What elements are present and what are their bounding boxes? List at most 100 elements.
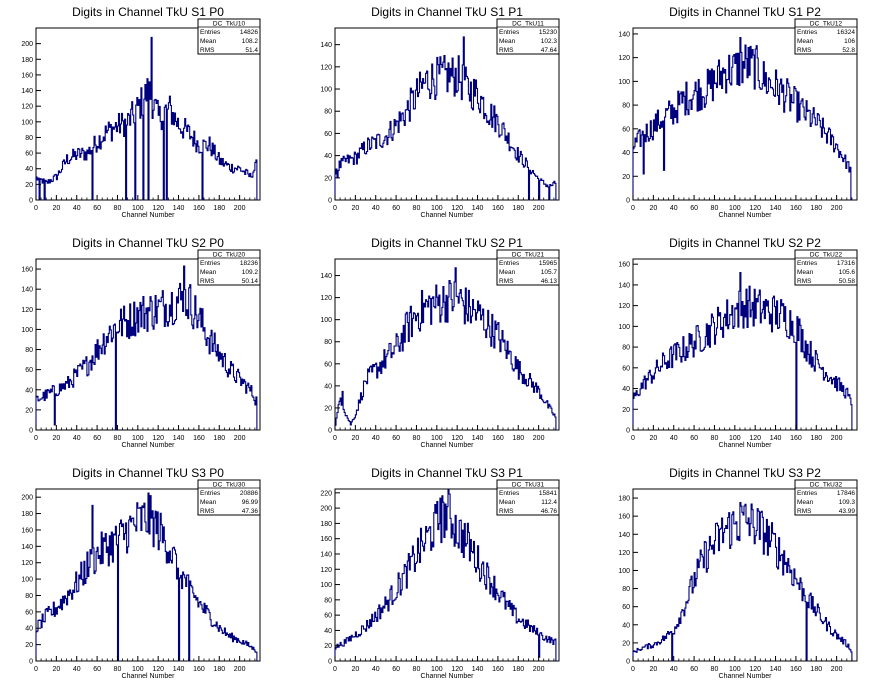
x-tick-label: 120	[152, 666, 164, 673]
x-tick-label: 180	[512, 435, 524, 442]
x-tick-label: 160	[492, 205, 504, 212]
y-tick-label: 0	[29, 659, 33, 666]
y-tick-label: 20	[324, 175, 332, 182]
x-tick-label: 80	[114, 666, 122, 673]
stats-value: 47.36	[242, 508, 259, 515]
y-tick-label: 200	[21, 41, 33, 48]
y-tick-label: 0	[328, 659, 332, 666]
y-tick-label: 20	[622, 640, 630, 647]
stats-box-frame	[197, 249, 261, 286]
x-axis-label: Channel Number	[421, 442, 475, 449]
y-tick-label: 40	[324, 628, 332, 635]
stats-box-frame	[794, 479, 858, 516]
y-tick-label: 140	[21, 88, 33, 95]
x-axis-label: Channel Number	[122, 673, 176, 680]
x-tick-label: 120	[451, 435, 463, 442]
histogram-series	[632, 502, 853, 662]
x-tick-label: 200	[234, 435, 246, 442]
stats-name: DC_TkU21	[512, 252, 545, 259]
y-tick-label: 120	[21, 104, 33, 111]
x-tick-label: 40	[670, 666, 678, 673]
stats-label: Entries	[499, 490, 520, 497]
x-tick-label: 40	[73, 666, 81, 673]
stats-box-frame	[794, 249, 858, 286]
x-tick-label: 0	[34, 435, 38, 442]
y-tick-label: 180	[21, 511, 33, 518]
stats-box-frame	[794, 18, 858, 55]
y-tick-label: 100	[618, 79, 630, 86]
x-tick-label: 40	[372, 666, 380, 673]
stats-name: DC_TkU20	[213, 252, 246, 259]
chart-title: Digits in Channel TkU S1 P2	[669, 5, 821, 19]
y-tick-label: 60	[324, 613, 332, 620]
stats-label: Mean	[797, 499, 814, 506]
y-tick-label: 200	[21, 495, 33, 502]
x-tick-label: 0	[34, 666, 38, 673]
y-tick-label: 160	[21, 267, 33, 274]
x-tick-label: 120	[152, 435, 164, 442]
histogram-series	[35, 265, 258, 431]
y-tick-label: 80	[324, 339, 332, 346]
x-tick-label: 180	[512, 666, 524, 673]
y-tick-label: 80	[324, 109, 332, 116]
x-tick-label: 20	[351, 435, 359, 442]
y-tick-label: 120	[320, 295, 332, 302]
stats-box-frame	[197, 479, 261, 516]
stats-value: 109.2	[242, 269, 259, 276]
y-tick-label: 60	[324, 131, 332, 138]
stats-label: Mean	[499, 499, 516, 506]
y-tick-label: 180	[618, 496, 630, 503]
x-tick-label: 20	[649, 205, 657, 212]
y-tick-label: 160	[618, 514, 630, 521]
stats-value: 14826	[240, 29, 258, 36]
x-tick-label: 180	[213, 205, 225, 212]
chart-title: Digits in Channel TkU S3 P2	[669, 466, 821, 480]
x-tick-label: 200	[831, 205, 843, 212]
histogram-panel: Digits in Channel TkU S3 P0 0 20 40 60 80 100 1…	[21, 466, 261, 680]
x-tick-label: 40	[670, 205, 678, 212]
y-tick-label: 180	[21, 57, 33, 64]
x-axis-label: Channel Number	[719, 673, 773, 680]
x-tick-label: 60	[93, 205, 101, 212]
y-tick-label: 20	[622, 174, 630, 181]
stats-value: 20886	[240, 490, 258, 497]
x-tick-label: 160	[790, 435, 802, 442]
stats-value: 50.58	[839, 278, 856, 285]
x-tick-label: 100	[132, 205, 144, 212]
stats-label: Mean	[797, 38, 814, 45]
x-axis-label: Channel Number	[122, 212, 176, 219]
stats-box-frame	[496, 479, 560, 516]
stats-label: RMS	[200, 47, 215, 54]
x-axis-label: Channel Number	[421, 212, 475, 219]
stats-label: Mean	[200, 499, 217, 506]
x-tick-label: 0	[34, 205, 38, 212]
y-tick-label: 60	[622, 126, 630, 133]
y-tick-label: 20	[25, 407, 33, 414]
y-tick-label: 20	[25, 642, 33, 649]
y-tick-label: 60	[324, 361, 332, 368]
stats-name: DC_TkU12	[810, 21, 843, 28]
x-tick-label: 200	[533, 666, 545, 673]
x-tick-label: 80	[413, 435, 421, 442]
y-tick-label: 120	[21, 307, 33, 314]
y-tick-label: 100	[21, 327, 33, 334]
x-tick-label: 60	[690, 435, 698, 442]
histogram-panel: Digits in Channel TkU S3 P1 0 20 40 60 80 100 1…	[320, 466, 560, 680]
x-tick-label: 140	[770, 666, 782, 673]
y-tick-label: 220	[320, 490, 332, 497]
y-tick-label: 160	[21, 527, 33, 534]
y-tick-label: 160	[320, 536, 332, 543]
chart-title: Digits in Channel TkU S3 P0	[72, 466, 224, 480]
stats-value: 46.76	[541, 508, 558, 515]
stats-label: Entries	[797, 260, 818, 267]
stats-label: Entries	[200, 260, 221, 267]
stats-value: 17846	[837, 490, 855, 497]
stats-value: 50.14	[242, 278, 259, 285]
x-tick-label: 20	[52, 666, 60, 673]
stats-value: 15230	[539, 29, 557, 36]
stats-name: DC_TkU22	[810, 252, 843, 259]
